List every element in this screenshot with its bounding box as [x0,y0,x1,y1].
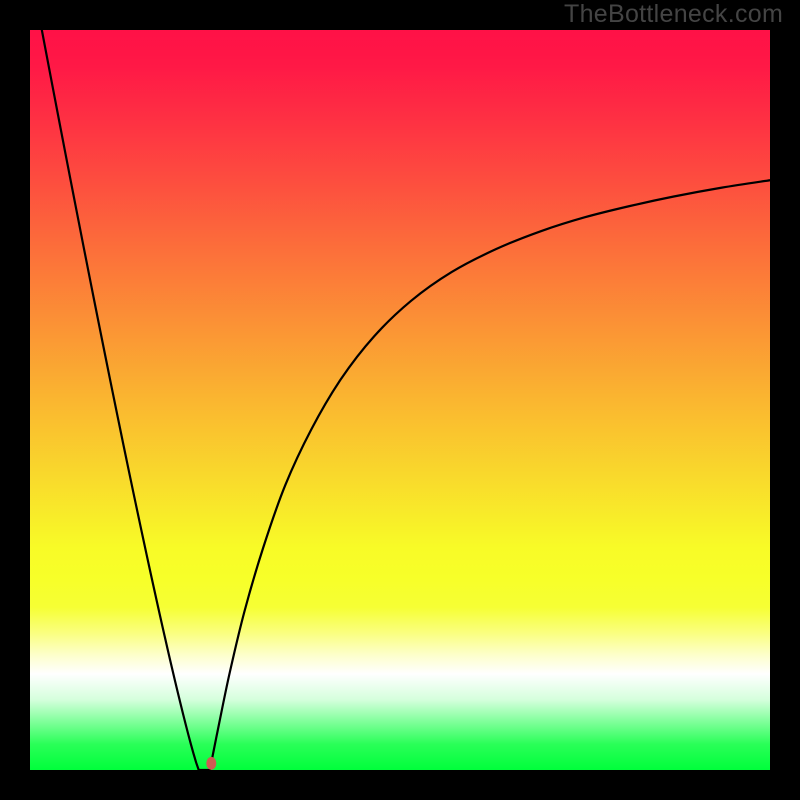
curve-layer [0,0,800,800]
bottleneck-chart: TheBottleneck.com [0,0,800,800]
bottleneck-curve [42,30,770,770]
optimal-point-marker [206,757,216,770]
watermark-text: TheBottleneck.com [564,0,783,29]
